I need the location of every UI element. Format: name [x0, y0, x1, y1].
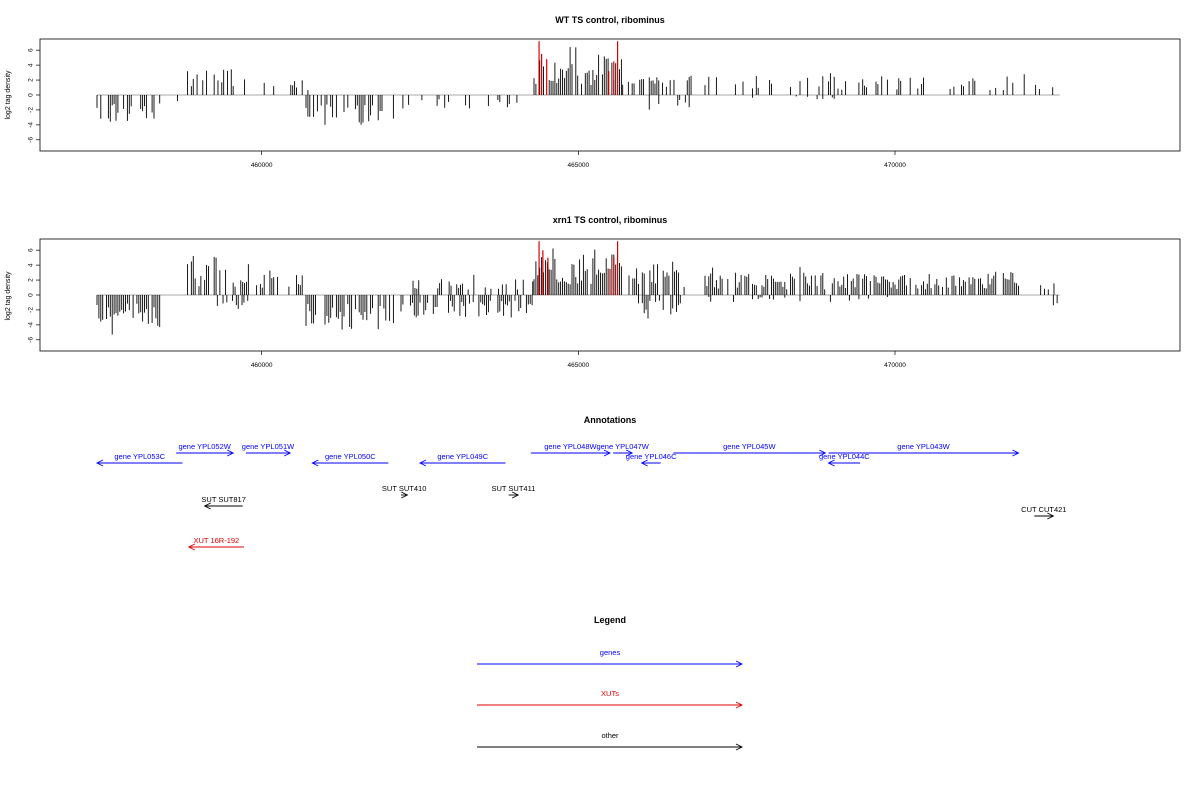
legend-item: other	[477, 731, 744, 751]
legend-label: XUTs	[601, 689, 619, 698]
feature-label: gene YPL043W	[897, 442, 950, 451]
legend: Legend genes XUTs other	[477, 615, 744, 751]
x-tick-label: 470000	[884, 162, 906, 169]
feature-label: gene YPL050C	[325, 452, 376, 461]
annotation-feature: gene YPL047W	[596, 442, 650, 457]
xrn1-y-axis: 6 4 2 0 -2 -4 -6	[28, 248, 40, 343]
y-tick-label: 2	[28, 278, 35, 282]
feature-arrow-head	[603, 449, 612, 457]
xrn1-y-axis-label: log2 tag density	[5, 271, 12, 321]
annotation-feature: SUT SUT817	[201, 495, 246, 510]
wt-density-bars	[96, 41, 1060, 125]
feature-arrow-head	[1047, 512, 1055, 520]
wt-density-panel: WT TS control, ribominus 6 4 2 0 -2 -4 -6 4600…	[5, 15, 1181, 169]
legend-items: genes XUTs other	[477, 648, 744, 751]
xrn1-density-panel: xrn1 TS control, ribominus 6 4 2 0 -2 -4 -6 46…	[5, 215, 1181, 369]
x-tick-label: 460000	[251, 162, 273, 169]
annotation-feature: SUT SUT410	[382, 484, 426, 499]
annotation-feature: gene YPL046C	[626, 452, 677, 467]
annotation-feature: gene YPL045W	[673, 442, 827, 457]
feature-arrow-head	[203, 502, 211, 510]
feature-label: SUT SUT817	[201, 495, 245, 504]
y-tick-label: -2	[28, 307, 35, 313]
wt-x-axis: 460000 465000 470000	[251, 151, 906, 169]
y-tick-label: 4	[28, 63, 35, 67]
y-tick-label: 0	[28, 93, 35, 97]
y-tick-label: 4	[28, 263, 35, 267]
wt-y-axis: 6 4 2 0 -2 -4 -6	[28, 48, 40, 143]
wt-panel-title: WT TS control, ribominus	[555, 15, 665, 25]
annotation-feature: gene YPL044C	[819, 452, 870, 467]
feature-arrow-head	[226, 449, 235, 457]
feature-label: gene YPL053C	[114, 452, 165, 461]
feature-label: SUT SUT411	[491, 484, 535, 493]
y-tick-label: -4	[28, 322, 35, 328]
annotation-feature: XUT 16R-192	[187, 536, 244, 551]
y-tick-label: 6	[28, 248, 35, 252]
legend-arrow-head	[735, 743, 744, 751]
feature-arrow-head	[311, 459, 319, 467]
feature-arrow-head	[283, 449, 292, 457]
feature-arrow-head	[401, 491, 409, 499]
annotation-feature: gene YPL051W	[242, 442, 295, 457]
feature-label: gene YPL051W	[242, 442, 295, 451]
legend-arrow-head	[735, 701, 744, 709]
x-tick-label: 465000	[567, 162, 589, 169]
y-tick-label: -4	[28, 122, 35, 128]
feature-label: gene YPL048W	[544, 442, 597, 451]
feature-label: gene YPL047W	[596, 442, 649, 451]
legend-item: XUTs	[477, 689, 744, 709]
feature-arrow-head	[819, 449, 827, 457]
feature-label: CUT CUT421	[1021, 505, 1066, 514]
legend-arrow-head	[735, 660, 744, 668]
y-tick-label: 0	[28, 293, 35, 297]
legend-label: other	[601, 731, 619, 740]
y-tick-label: -6	[28, 137, 35, 143]
wt-y-axis-label: log2 tag density	[5, 70, 12, 120]
annotation-feature: gene YPL043W	[828, 442, 1020, 457]
feature-arrow-head	[625, 449, 634, 457]
xrn1-panel-title: xrn1 TS control, ribominus	[553, 215, 668, 225]
annotation-feature: gene YPL048W	[530, 442, 612, 457]
x-tick-label: 460000	[251, 362, 273, 369]
annotation-feature: gene YPL050C	[311, 452, 389, 467]
feature-label: gene YPL049C	[437, 452, 488, 461]
legend-item: genes	[477, 648, 744, 668]
feature-arrow-head	[1012, 449, 1020, 457]
annotation-feature: gene YPL049C	[418, 452, 506, 467]
xrn1-x-axis: 460000 465000 470000	[251, 351, 906, 369]
feature-label: gene YPL052W	[178, 442, 231, 451]
y-tick-label: 6	[28, 48, 35, 52]
x-tick-label: 465000	[567, 362, 589, 369]
feature-arrow-head	[827, 459, 835, 467]
y-tick-label: -6	[28, 337, 35, 343]
x-tick-label: 470000	[884, 362, 906, 369]
feature-arrow-head	[418, 459, 427, 467]
xrn1-density-bars	[96, 241, 1060, 335]
legend-label: genes	[600, 648, 621, 657]
annotation-feature: gene YPL052W	[176, 442, 235, 457]
annotation-features: gene YPL053C gene YPL052W gene YPL051W gene…	[95, 442, 1066, 551]
annotation-feature: gene YPL053C	[95, 452, 183, 467]
feature-arrow-head	[640, 459, 648, 467]
feature-label: gene YPL046C	[626, 452, 677, 461]
annotation-feature: CUT CUT421	[1021, 505, 1066, 520]
feature-arrow-head	[187, 543, 196, 551]
y-tick-label: 2	[28, 78, 35, 82]
annotations-title: Annotations	[584, 415, 637, 425]
feature-label: gene YPL045W	[723, 442, 776, 451]
legend-title: Legend	[594, 615, 626, 625]
feature-arrow-head	[511, 491, 520, 499]
feature-label: XUT 16R-192	[194, 536, 240, 545]
feature-label: gene YPL044C	[819, 452, 870, 461]
annotation-feature: SUT SUT411	[491, 484, 535, 499]
feature-label: SUT SUT410	[382, 484, 426, 493]
feature-arrow-head	[95, 459, 104, 467]
y-tick-label: -2	[28, 107, 35, 113]
